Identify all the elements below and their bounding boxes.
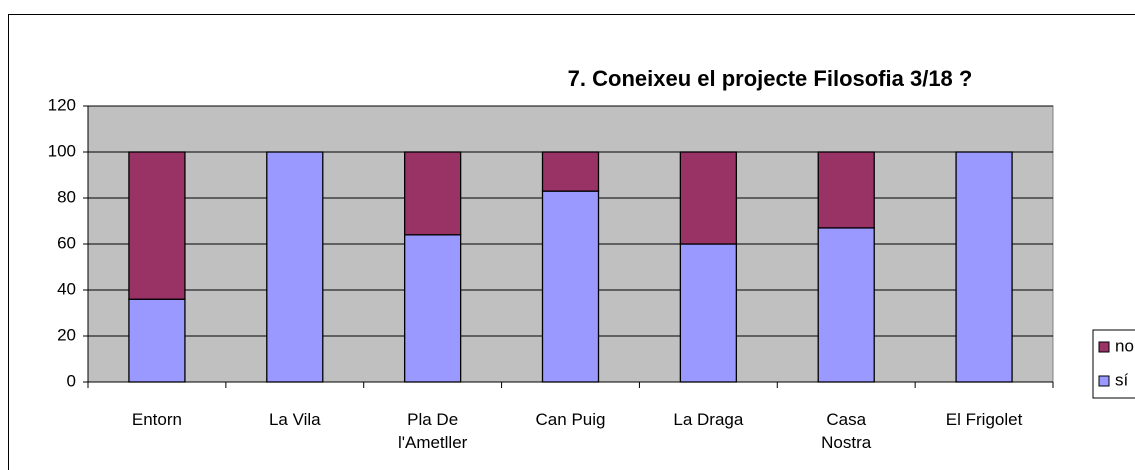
y-tick-label: 40	[57, 279, 76, 298]
bar-segment	[541, 151, 600, 192]
bar-segment	[679, 243, 738, 383]
legend-swatch	[1098, 341, 1110, 353]
bar-segment	[403, 234, 462, 383]
chart-title: 7. Coneixeu el projecte Filosofia 3/18 ?	[568, 66, 973, 91]
y-tick-label: 0	[67, 371, 76, 390]
y-tick-label: 60	[57, 233, 76, 252]
y-tick-label: 100	[48, 141, 76, 160]
y-tick-label: 120	[48, 95, 76, 114]
x-tick-label: La Draga	[673, 410, 744, 429]
y-tick-label: 80	[57, 187, 76, 206]
x-tick-label: La Vila	[268, 410, 321, 429]
legend-label: no	[1115, 336, 1134, 355]
x-tick-label: Pla De l'Ametller	[397, 410, 468, 452]
bar-segment	[541, 190, 600, 383]
legend-label: sí	[1115, 370, 1129, 389]
bar-segment	[817, 227, 875, 383]
bar-segment	[266, 151, 324, 383]
x-tick-label: Entorn	[131, 410, 182, 429]
bar-segment	[679, 151, 738, 245]
x-tick-label: El Frigolet	[945, 410, 1023, 429]
y-tick-label: 20	[57, 325, 76, 344]
bar-segment	[403, 151, 462, 236]
bar-segment	[128, 151, 186, 300]
legend-swatch	[1098, 375, 1110, 387]
bar-segment	[128, 298, 186, 383]
x-tick-label: Casa Nostra	[821, 410, 872, 452]
bar-segment	[817, 151, 875, 229]
x-tick-label: Can Puig	[535, 410, 606, 429]
bar-segment	[955, 151, 1013, 383]
legend-box	[1092, 329, 1135, 399]
